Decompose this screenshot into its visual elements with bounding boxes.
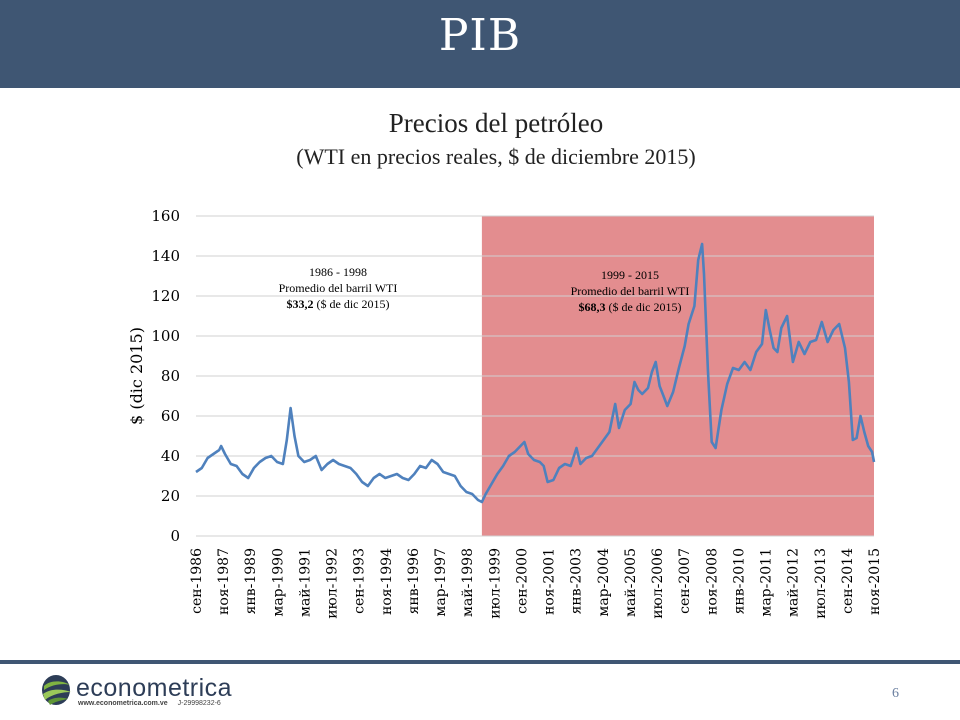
annotation-average-unit: ($ de dic 2015) bbox=[314, 297, 390, 311]
y-tick-label: 60 bbox=[161, 407, 180, 425]
annotation-average-value: $68,3 bbox=[579, 300, 606, 314]
annotation-average-unit: ($ de dic 2015) bbox=[606, 300, 682, 314]
annotation-period-2: 1999 - 2015 Promedio del barril WTI $68,3 … bbox=[571, 268, 690, 314]
x-tick-label: мар-1990 bbox=[270, 548, 286, 617]
annotation-period: 1999 - 2015 bbox=[601, 268, 659, 282]
x-tick-label: ноя-2015 bbox=[867, 548, 883, 615]
x-tick-label: янв-1989 bbox=[243, 548, 259, 614]
slide-header: PIB bbox=[0, 0, 960, 88]
page-number: 6 bbox=[892, 686, 899, 701]
econometrica-logo: econometrica www.econometrica.com.ve J-29… bbox=[40, 670, 240, 710]
wti-price-series-line bbox=[195, 242, 876, 504]
annotation-average: $33,2 ($ de dic 2015) bbox=[287, 297, 390, 311]
logo-wordmark: econometrica bbox=[76, 674, 233, 702]
logo-subline: www.econometrica.com.ve J-29998232-6 bbox=[78, 700, 221, 707]
annotation-period-1: 1986 - 1998 Promedio del barril WTI $33,2 … bbox=[279, 265, 398, 311]
annotation-description: Promedio del barril WTI bbox=[279, 281, 398, 295]
x-tick-label: май-2005 bbox=[623, 548, 639, 617]
x-tick-label: ноя-1994 bbox=[379, 548, 395, 615]
x-tick-label: июл-1999 bbox=[487, 548, 503, 619]
x-tick-label: сен-1993 bbox=[352, 548, 368, 614]
x-tick-label: янв-2003 bbox=[569, 548, 585, 614]
x-tick-label: мар-1997 bbox=[433, 548, 449, 617]
y-tick-label: 20 bbox=[161, 487, 180, 505]
x-tick-label: мар-2011 bbox=[759, 548, 775, 617]
logo-url: www.econometrica.com.ve bbox=[78, 700, 168, 707]
annotation-description: Promedio del barril WTI bbox=[571, 284, 690, 298]
y-tick-label: 80 bbox=[161, 367, 180, 385]
y-tick-label: 160 bbox=[151, 207, 180, 225]
x-tick-label: май-2012 bbox=[786, 548, 802, 617]
y-tick-label: 100 bbox=[151, 327, 180, 345]
x-tick-label: ноя-2001 bbox=[542, 548, 558, 615]
annotation-average-value: $33,2 bbox=[287, 297, 314, 311]
y-tick-label: 140 bbox=[151, 247, 180, 265]
x-tick-label: сен-2000 bbox=[514, 548, 530, 614]
chart-subtitle: (WTI en precios reales, $ de diciembre 2… bbox=[296, 144, 696, 169]
x-tick-label: май-1991 bbox=[297, 548, 313, 617]
x-tick-label: сен-1986 bbox=[189, 548, 205, 614]
x-tick-label: июл-2006 bbox=[650, 548, 666, 619]
x-tick-label: янв-1996 bbox=[406, 548, 422, 614]
x-tick-label: май-1998 bbox=[460, 548, 476, 617]
x-tick-label: сен-2007 bbox=[677, 548, 693, 614]
annotation-period: 1986 - 1998 bbox=[309, 265, 367, 279]
globe-logo-icon bbox=[42, 675, 71, 705]
x-tick-label: мар-2004 bbox=[596, 548, 612, 617]
y-tick-label: 120 bbox=[151, 287, 180, 305]
x-tick-label: июл-2013 bbox=[813, 548, 829, 619]
x-tick-label: янв-2010 bbox=[731, 548, 747, 614]
chart-title: Precios del petróleo bbox=[388, 108, 604, 138]
y-tick-label: 40 bbox=[161, 447, 180, 465]
annotation-average: $68,3 ($ de dic 2015) bbox=[579, 300, 682, 314]
x-tick-label: сен-2014 bbox=[840, 548, 856, 614]
logo-rif: J-29998232-6 bbox=[177, 700, 221, 707]
y-tick-label: 0 bbox=[170, 527, 180, 545]
x-tick-label: ноя-2008 bbox=[704, 548, 720, 615]
slide-title: PIB bbox=[438, 10, 522, 61]
x-tick-label: ноя-1987 bbox=[216, 548, 232, 615]
footer-divider bbox=[0, 660, 960, 664]
y-axis-label: $ (dic 2015) bbox=[127, 327, 146, 425]
x-tick-label: июл-1992 bbox=[325, 548, 341, 619]
